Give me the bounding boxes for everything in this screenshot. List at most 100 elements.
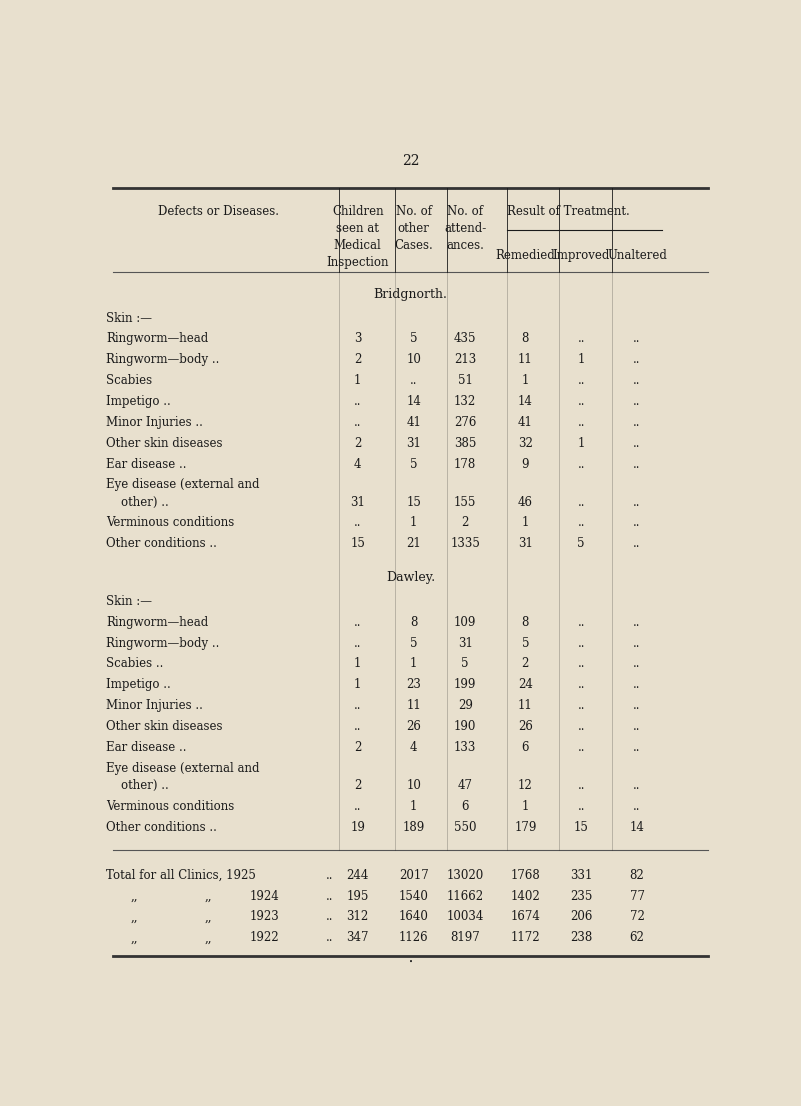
- Text: ..: ..: [634, 353, 641, 366]
- Text: ,,: ,,: [205, 889, 212, 902]
- Text: 1768: 1768: [510, 868, 540, 881]
- Text: 195: 195: [347, 889, 369, 902]
- Text: 14: 14: [630, 821, 645, 834]
- Text: Ringworm—head: Ringworm—head: [107, 333, 208, 345]
- Text: 1: 1: [578, 353, 585, 366]
- Text: ..: ..: [634, 333, 641, 345]
- Text: 19: 19: [350, 821, 365, 834]
- Text: 11: 11: [518, 353, 533, 366]
- Text: 2: 2: [354, 741, 361, 754]
- Text: Defects or Diseases.: Defects or Diseases.: [158, 205, 279, 218]
- Text: Scabies: Scabies: [107, 374, 152, 387]
- Text: 2: 2: [461, 517, 469, 530]
- Text: 3: 3: [354, 333, 361, 345]
- Text: Skin :—: Skin :—: [107, 595, 152, 608]
- Text: ..: ..: [578, 741, 585, 754]
- Text: 32: 32: [518, 437, 533, 450]
- Text: ..: ..: [578, 416, 585, 429]
- Text: 1924: 1924: [250, 889, 280, 902]
- Text: 550: 550: [454, 821, 477, 834]
- Text: ..: ..: [578, 458, 585, 471]
- Text: ..: ..: [578, 517, 585, 530]
- Text: ..: ..: [578, 395, 585, 408]
- Text: 29: 29: [457, 699, 473, 712]
- Text: ..: ..: [578, 637, 585, 649]
- Text: 1: 1: [410, 800, 417, 813]
- Text: ..: ..: [578, 699, 585, 712]
- Text: 206: 206: [570, 910, 593, 924]
- Text: 1: 1: [521, 517, 529, 530]
- Text: ..: ..: [578, 495, 585, 509]
- Text: ..: ..: [634, 437, 641, 450]
- Text: 213: 213: [454, 353, 477, 366]
- Text: 9: 9: [521, 458, 529, 471]
- Text: 31: 31: [518, 538, 533, 551]
- Text: ..: ..: [354, 395, 361, 408]
- Text: 12: 12: [518, 779, 533, 792]
- Text: 26: 26: [406, 720, 421, 733]
- Text: ..: ..: [578, 616, 585, 628]
- Text: 2017: 2017: [399, 868, 429, 881]
- Text: 72: 72: [630, 910, 645, 924]
- Text: ..: ..: [634, 395, 641, 408]
- Text: Other conditions ..: Other conditions ..: [107, 821, 217, 834]
- Text: ..: ..: [634, 657, 641, 670]
- Text: 11: 11: [518, 699, 533, 712]
- Text: 1335: 1335: [450, 538, 480, 551]
- Text: 4: 4: [410, 741, 417, 754]
- Text: 24: 24: [518, 678, 533, 691]
- Text: 31: 31: [406, 437, 421, 450]
- Text: ..: ..: [634, 741, 641, 754]
- Text: 10: 10: [406, 353, 421, 366]
- Text: 62: 62: [630, 931, 645, 945]
- Text: Total for all Clinics, 1925: Total for all Clinics, 1925: [107, 868, 256, 881]
- Text: Other skin diseases: Other skin diseases: [107, 437, 223, 450]
- Text: No. of
other
Cases.: No. of other Cases.: [394, 205, 433, 252]
- Text: 5: 5: [461, 657, 469, 670]
- Text: 8197: 8197: [450, 931, 480, 945]
- Text: Children
seen at
Medical
Inspection: Children seen at Medical Inspection: [327, 205, 389, 269]
- Text: Bridgnorth.: Bridgnorth.: [373, 288, 448, 301]
- Text: 190: 190: [454, 720, 477, 733]
- Text: 2: 2: [354, 779, 361, 792]
- Text: 1640: 1640: [399, 910, 429, 924]
- Text: 1172: 1172: [510, 931, 540, 945]
- Text: 1922: 1922: [250, 931, 280, 945]
- Text: 15: 15: [574, 821, 589, 834]
- Text: 77: 77: [630, 889, 645, 902]
- Text: 6: 6: [521, 741, 529, 754]
- Text: ..: ..: [354, 699, 361, 712]
- Text: 13020: 13020: [446, 868, 484, 881]
- Text: ,,: ,,: [131, 931, 138, 945]
- Text: 10034: 10034: [446, 910, 484, 924]
- Text: Skin :—: Skin :—: [107, 312, 152, 324]
- Text: 21: 21: [406, 538, 421, 551]
- Text: 23: 23: [406, 678, 421, 691]
- Text: 26: 26: [518, 720, 533, 733]
- Text: 1: 1: [410, 517, 417, 530]
- Text: 8: 8: [521, 616, 529, 628]
- Text: ..: ..: [578, 678, 585, 691]
- Text: ..: ..: [634, 699, 641, 712]
- Text: 6: 6: [461, 800, 469, 813]
- Text: 46: 46: [518, 495, 533, 509]
- Text: 133: 133: [454, 741, 477, 754]
- Text: Scabies ..: Scabies ..: [107, 657, 163, 670]
- Text: 11662: 11662: [447, 889, 484, 902]
- Text: 31: 31: [350, 495, 365, 509]
- Text: 179: 179: [514, 821, 537, 834]
- Text: 2: 2: [521, 657, 529, 670]
- Text: other) ..: other) ..: [107, 779, 169, 792]
- Text: ..: ..: [634, 495, 641, 509]
- Text: 347: 347: [347, 931, 369, 945]
- Text: 1: 1: [354, 657, 361, 670]
- Text: Minor Injuries ..: Minor Injuries ..: [107, 699, 203, 712]
- Text: 109: 109: [454, 616, 477, 628]
- Text: 5: 5: [521, 637, 529, 649]
- Text: ..: ..: [578, 657, 585, 670]
- Text: ..: ..: [634, 800, 641, 813]
- Text: ..: ..: [326, 889, 333, 902]
- Text: ..: ..: [410, 374, 417, 387]
- Text: 1402: 1402: [510, 889, 540, 902]
- Text: 15: 15: [406, 495, 421, 509]
